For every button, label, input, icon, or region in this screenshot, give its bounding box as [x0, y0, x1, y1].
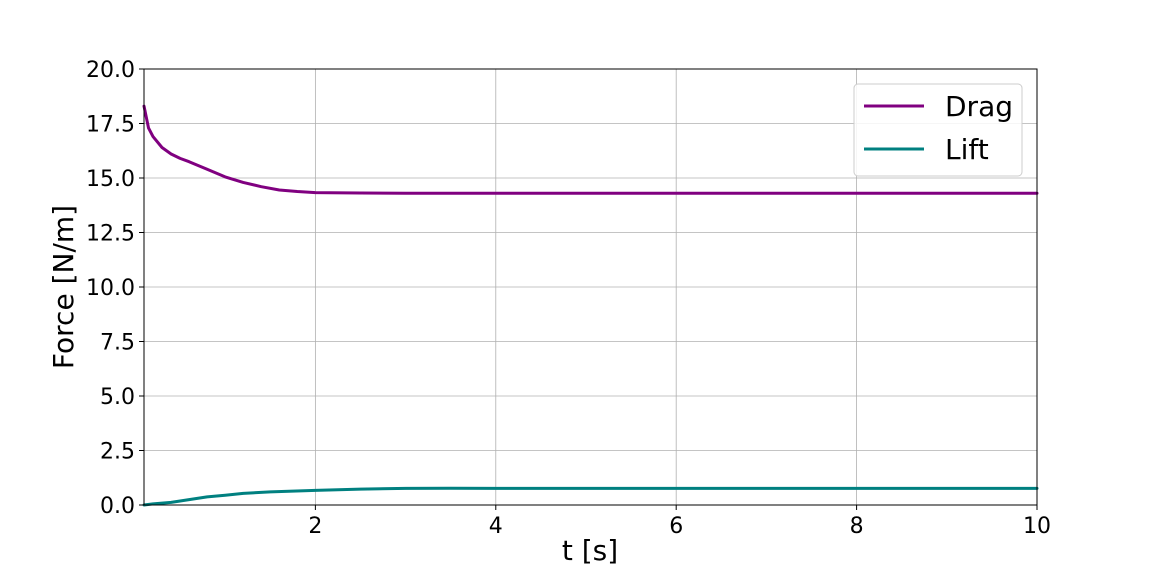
y-tick-label: 15.0 — [86, 167, 135, 192]
y-tick-label: 17.5 — [86, 113, 135, 138]
y-tick-label: 12.5 — [86, 222, 135, 247]
y-tick-label: 10.0 — [86, 276, 135, 301]
series-line-drag — [142, 104, 1039, 195]
legend-label-drag: Drag — [945, 90, 1013, 123]
x-tick-label: 4 — [489, 514, 503, 539]
legend-label-lift: Lift — [945, 133, 989, 166]
x-axis-label: t [s] — [562, 534, 618, 567]
series-lines — [142, 104, 1039, 507]
x-tick-label: 10 — [1023, 514, 1051, 539]
series-line-lift — [142, 486, 1039, 507]
x-axis-ticks: 2 4 6 8 10 — [308, 505, 1051, 539]
y-axis-label: Force [N/m] — [47, 205, 80, 369]
x-tick-label: 2 — [308, 514, 322, 539]
y-tick-label: 2.5 — [100, 440, 135, 465]
legend: Drag Lift — [853, 83, 1023, 177]
y-tick-label: 20.0 — [86, 58, 135, 83]
y-tick-label: 0.0 — [100, 494, 135, 519]
x-tick-label: 8 — [850, 514, 864, 539]
x-tick-label: 6 — [669, 514, 683, 539]
y-tick-label: 7.5 — [100, 331, 135, 356]
y-tick-label: 5.0 — [100, 385, 135, 410]
y-axis-ticks: 0.0 2.5 5.0 7.5 10.0 12.5 15.0 17.5 20.0 — [86, 58, 144, 519]
